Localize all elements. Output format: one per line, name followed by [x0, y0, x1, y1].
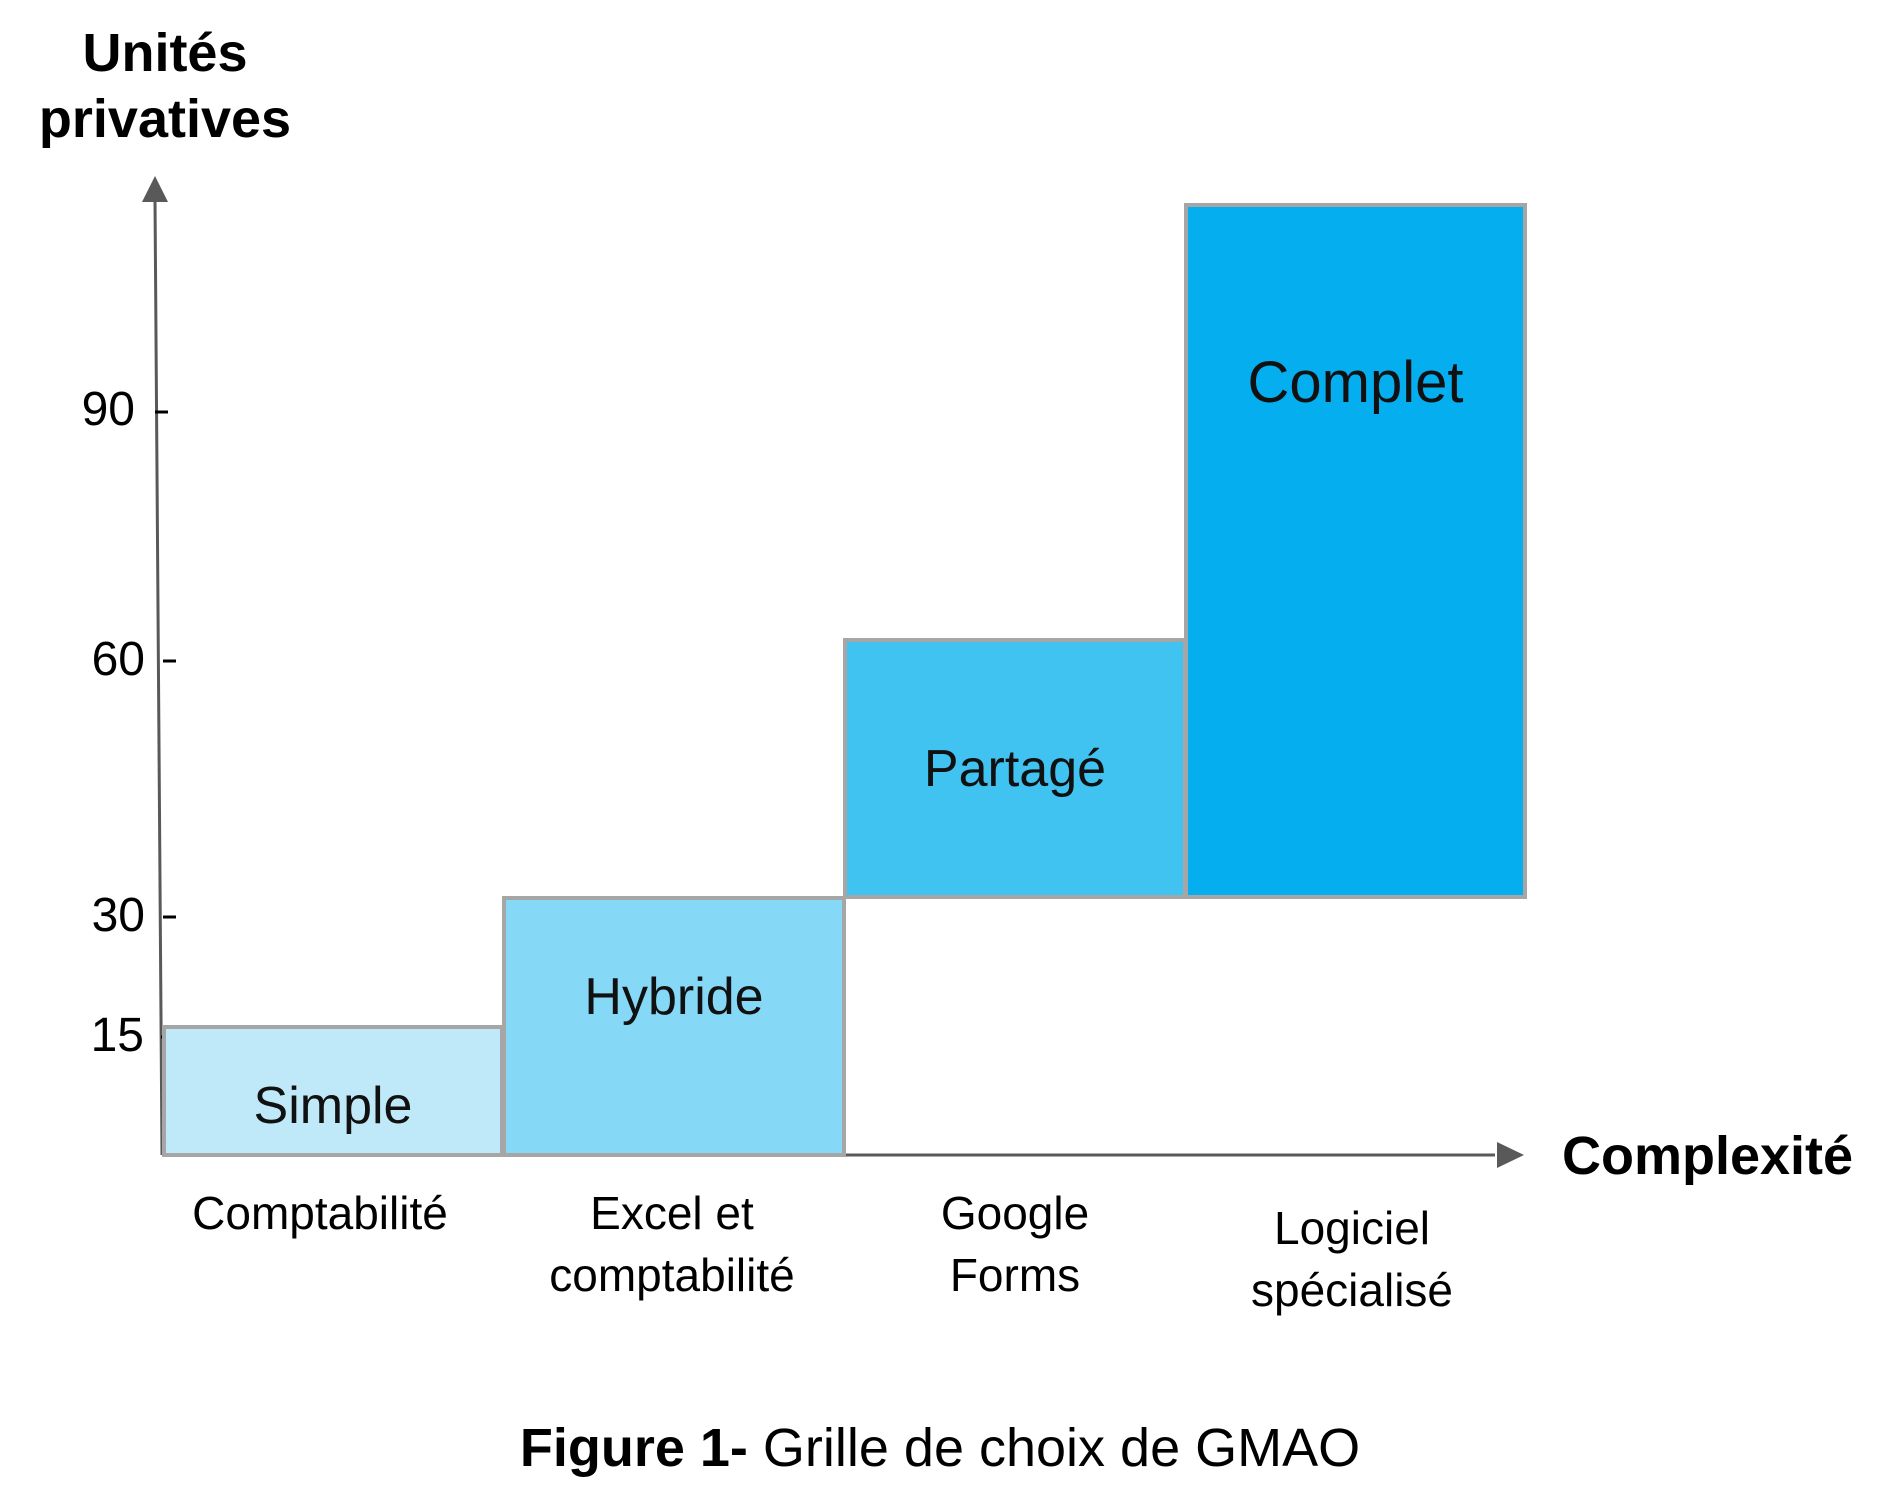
y-axis-title-line-1: Unités — [82, 23, 248, 83]
figure-caption: Figure 1- Grille de choix de GMAO — [0, 1416, 1880, 1480]
category-label: Google Forms — [845, 1182, 1185, 1306]
y-axis-title: Unités privatives — [20, 20, 310, 152]
block-hybride: Hybride — [502, 896, 846, 1157]
tick-label-60: 60 — [91, 633, 145, 686]
tick-label-15: 15 — [90, 1009, 144, 1062]
y-axis-title-line-2: privatives — [38, 89, 292, 149]
figure-caption-number: Figure 1- — [519, 1418, 748, 1478]
x-axis-title: Complexité — [1562, 1126, 1854, 1186]
block-simple-label: Simple — [253, 1077, 413, 1135]
y-axis-line — [153, 199, 164, 1156]
block-partage: Partagé — [843, 638, 1187, 899]
category-3-line-1: Logiciel — [1274, 1202, 1430, 1254]
category-1-line-2: comptabilité — [549, 1249, 795, 1301]
block-partage-label: Partagé — [923, 739, 1107, 798]
tick-label-90: 90 — [81, 383, 135, 436]
block-complet-label: Complet — [1247, 349, 1464, 415]
category-label: Logiciel spécialisé — [1182, 1197, 1522, 1321]
category-3-line-2: spécialisé — [1251, 1264, 1453, 1316]
block-hybride-label: Hybride — [584, 967, 764, 1026]
block-complet: Complet — [1184, 203, 1527, 899]
block-simple: Simple — [162, 1025, 504, 1157]
category-2-line-1: Google — [940, 1187, 1090, 1239]
category-2-line-2: Forms — [949, 1249, 1081, 1301]
y-axis-arrow — [142, 176, 168, 202]
figure-caption-text: Grille de choix de GMAO — [747, 1418, 1361, 1478]
category-label: Excel et comptabilité — [502, 1182, 842, 1306]
category-0-line-1: Comptabilité — [192, 1187, 448, 1239]
category-label: Comptabilité — [150, 1182, 490, 1244]
tick-label-30: 30 — [91, 889, 145, 942]
category-1-line-1: Excel et — [590, 1187, 754, 1239]
x-axis-arrow — [1497, 1142, 1524, 1168]
